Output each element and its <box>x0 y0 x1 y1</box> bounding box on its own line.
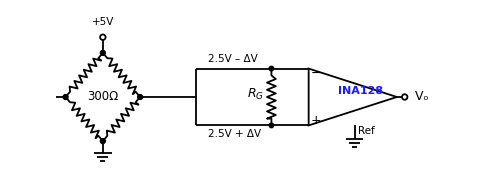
Text: 300Ω: 300Ω <box>87 91 118 103</box>
Circle shape <box>269 66 273 71</box>
Text: +5V: +5V <box>91 17 114 27</box>
Text: 2.5V – ΔV: 2.5V – ΔV <box>207 54 257 64</box>
Text: INA128: INA128 <box>337 86 382 96</box>
Text: +: + <box>310 114 320 127</box>
Circle shape <box>137 95 142 99</box>
Text: −: − <box>310 67 320 80</box>
Text: 2.5V + ΔV: 2.5V + ΔV <box>207 129 260 139</box>
Text: Vₒ: Vₒ <box>410 91 427 103</box>
Text: $R_G$: $R_G$ <box>247 86 264 102</box>
Circle shape <box>100 139 105 144</box>
Text: Ref: Ref <box>358 126 375 136</box>
Circle shape <box>63 95 68 99</box>
Circle shape <box>100 50 105 55</box>
Circle shape <box>269 123 273 128</box>
